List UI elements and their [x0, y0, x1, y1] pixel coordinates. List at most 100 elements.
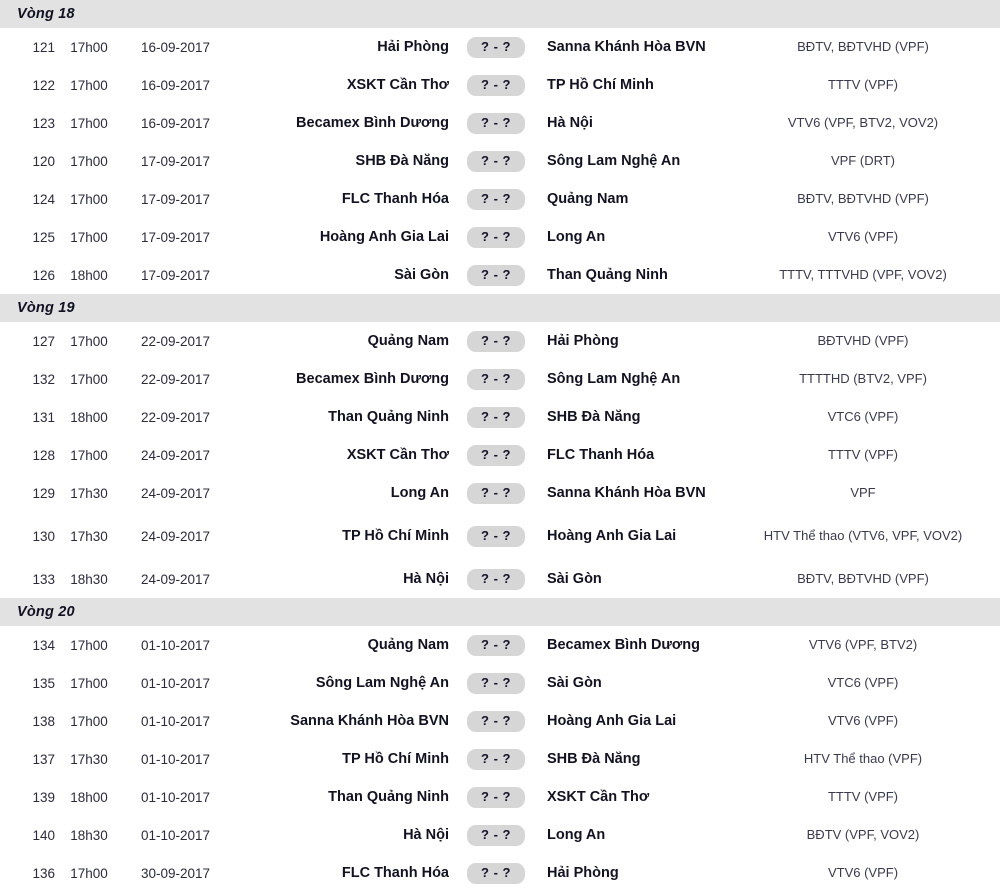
score-badge[interactable]: ? - ? — [467, 568, 525, 590]
home-team-name[interactable]: Than Quảng Ninh — [328, 409, 449, 425]
home-team-name[interactable]: Sài Gòn — [394, 267, 449, 283]
home-team-name[interactable]: Than Quảng Ninh — [328, 789, 449, 805]
home-team-name[interactable]: Becamex Bình Dương — [296, 115, 449, 131]
broadcast-channels: BĐTV, BĐTVHD (VPF) — [797, 571, 929, 586]
score-badge[interactable]: ? - ? — [467, 672, 525, 694]
away-team-name[interactable]: Hà Nội — [547, 115, 593, 131]
home-team-name[interactable]: Long An — [390, 485, 449, 501]
table-row[interactable]: 121 17h00 16-09-2017 Hải Phòng ? - ? Sanna Kh… — [0, 28, 1000, 66]
away-team-name[interactable]: Sông Lam Nghệ An — [547, 371, 681, 387]
away-team-name[interactable]: Quảng Nam — [547, 191, 629, 207]
score-badge[interactable]: ? - ? — [467, 525, 525, 547]
home-team-name[interactable]: Quảng Nam — [367, 333, 449, 349]
home-team-name[interactable]: SHB Đà Nẵng — [355, 153, 449, 169]
home-team-name[interactable]: Hoàng Anh Gia Lai — [319, 229, 449, 245]
home-team-name[interactable]: Hà Nội — [403, 571, 449, 587]
away-team-name[interactable]: FLC Thanh Hóa — [547, 447, 655, 463]
score-cell: ? - ? — [461, 150, 531, 172]
table-row[interactable]: 138 17h00 01-10-2017 Sanna Khánh Hòa BVN ? -… — [0, 702, 1000, 740]
table-row[interactable]: 131 18h00 22-09-2017 Than Quảng Ninh ? - ? SH… — [0, 398, 1000, 436]
table-row[interactable]: 120 17h00 17-09-2017 SHB Đà Nẵng ? - ? Sông L… — [0, 142, 1000, 180]
table-row[interactable]: 125 17h00 17-09-2017 Hoàng Anh Gia Lai ? - ?… — [0, 218, 1000, 256]
table-row[interactable]: 132 17h00 22-09-2017 Becamex Bình Dương ? - … — [0, 360, 1000, 398]
score-badge[interactable]: ? - ? — [467, 710, 525, 732]
match-id: 122 — [32, 77, 55, 93]
score-badge[interactable]: ? - ? — [467, 264, 525, 286]
table-row[interactable]: 123 17h00 16-09-2017 Becamex Bình Dương ? - … — [0, 104, 1000, 142]
away-team-name[interactable]: Sanna Khánh Hòa BVN — [547, 485, 706, 501]
table-row[interactable]: 128 17h00 24-09-2017 XSKT Cần Thơ ? - ? FLC T… — [0, 436, 1000, 474]
away-team-name[interactable]: Than Quảng Ninh — [547, 267, 668, 283]
broadcast-channels: TTTTHD (BTV2, VPF) — [799, 371, 927, 386]
table-row[interactable]: 124 17h00 17-09-2017 FLC Thanh Hóa ? - ? Quản… — [0, 180, 1000, 218]
match-time: 17h30 — [70, 751, 108, 767]
score-badge[interactable]: ? - ? — [467, 74, 525, 96]
away-team-name[interactable]: Hải Phòng — [547, 865, 619, 881]
score-badge[interactable]: ? - ? — [467, 226, 525, 248]
away-team-name[interactable]: SHB Đà Nẵng — [547, 409, 641, 425]
away-team-name[interactable]: Sanna Khánh Hòa BVN — [547, 39, 706, 55]
broadcast-channels: BĐTV (VPF, VOV2) — [806, 827, 920, 842]
score-badge[interactable]: ? - ? — [467, 150, 525, 172]
table-row[interactable]: 134 17h00 01-10-2017 Quảng Nam ? - ? Becamex … — [0, 626, 1000, 664]
match-date: 30-09-2017 — [140, 865, 211, 881]
away-team-name[interactable]: SHB Đà Nẵng — [547, 751, 641, 767]
table-row[interactable]: 136 17h00 30-09-2017 FLC Thanh Hóa ? - ? Hải … — [0, 854, 1000, 892]
table-row[interactable]: 130 17h30 24-09-2017 TP Hồ Chí Minh ? - ? Hoà… — [0, 512, 1000, 560]
table-row[interactable]: 139 18h00 01-10-2017 Than Quảng Ninh ? - ? XS… — [0, 778, 1000, 816]
score-badge[interactable]: ? - ? — [467, 482, 525, 504]
table-row[interactable]: 127 17h00 22-09-2017 Quảng Nam ? - ? Hải Phòn… — [0, 322, 1000, 360]
score-badge[interactable]: ? - ? — [467, 444, 525, 466]
match-time: 17h00 — [70, 865, 108, 881]
table-row[interactable]: 133 18h30 24-09-2017 Hà Nội ? - ? Sài Gòn BĐTV… — [0, 560, 1000, 598]
table-row[interactable]: 137 17h30 01-10-2017 TP Hồ Chí Minh ? - ? SHB… — [0, 740, 1000, 778]
away-team-name[interactable]: XSKT Cần Thơ — [547, 789, 650, 805]
home-team-name[interactable]: Sanna Khánh Hòa BVN — [290, 713, 449, 729]
away-team-name[interactable]: Sài Gòn — [547, 571, 602, 587]
broadcast-channels: BĐTV, BĐTVHD (VPF) — [797, 39, 929, 54]
match-time: 18h00 — [70, 409, 108, 425]
away-team-name[interactable]: Sông Lam Nghệ An — [547, 153, 681, 169]
score-badge[interactable]: ? - ? — [467, 748, 525, 770]
home-team-name[interactable]: Hải Phòng — [377, 39, 449, 55]
away-team-name[interactable]: Hoàng Anh Gia Lai — [547, 528, 677, 544]
home-team-name[interactable]: XSKT Cần Thơ — [346, 447, 449, 463]
table-row[interactable]: 126 18h00 17-09-2017 Sài Gòn ? - ? Than Quảng… — [0, 256, 1000, 294]
match-time: 18h00 — [70, 267, 108, 283]
away-team-name[interactable]: Becamex Bình Dương — [547, 637, 700, 653]
home-team-name[interactable]: XSKT Cần Thơ — [346, 77, 449, 93]
score-cell: ? - ? — [461, 824, 531, 846]
home-team-name[interactable]: TP Hồ Chí Minh — [342, 751, 449, 767]
away-team-name[interactable]: Hoàng Anh Gia Lai — [547, 713, 677, 729]
score-badge[interactable]: ? - ? — [467, 112, 525, 134]
score-badge[interactable]: ? - ? — [467, 862, 525, 884]
table-row[interactable]: 140 18h30 01-10-2017 Hà Nội ? - ? Long An BĐTV… — [0, 816, 1000, 854]
home-team-name[interactable]: Quảng Nam — [367, 637, 449, 653]
home-team-name[interactable]: FLC Thanh Hóa — [341, 191, 449, 207]
score-badge[interactable]: ? - ? — [467, 824, 525, 846]
away-team-name[interactable]: Sài Gòn — [547, 675, 602, 691]
home-team-name[interactable]: Becamex Bình Dương — [296, 371, 449, 387]
score-badge[interactable]: ? - ? — [467, 36, 525, 58]
away-team-name[interactable]: Long An — [547, 827, 606, 843]
away-team-name[interactable]: Long An — [547, 229, 606, 245]
away-team-name[interactable]: TP Hồ Chí Minh — [547, 77, 654, 93]
table-row[interactable]: 129 17h30 24-09-2017 Long An ? - ? Sanna Khán… — [0, 474, 1000, 512]
home-team-name[interactable]: FLC Thanh Hóa — [341, 865, 449, 881]
score-badge[interactable]: ? - ? — [467, 330, 525, 352]
score-badge[interactable]: ? - ? — [467, 786, 525, 808]
home-team-name[interactable]: TP Hồ Chí Minh — [342, 528, 449, 544]
score-cell: ? - ? — [461, 112, 531, 134]
score-badge[interactable]: ? - ? — [467, 188, 525, 210]
away-team-name[interactable]: Hải Phòng — [547, 333, 619, 349]
score-badge[interactable]: ? - ? — [467, 368, 525, 390]
score-cell: ? - ? — [461, 406, 531, 428]
home-team-name[interactable]: Hà Nội — [403, 827, 449, 843]
table-row[interactable]: 135 17h00 01-10-2017 Sông Lam Nghệ An ? - ? S… — [0, 664, 1000, 702]
score-badge[interactable]: ? - ? — [467, 406, 525, 428]
match-date: 16-09-2017 — [140, 115, 211, 131]
home-team-name[interactable]: Sông Lam Nghệ An — [315, 675, 449, 691]
table-row[interactable]: 122 17h00 16-09-2017 XSKT Cần Thơ ? - ? TP Hồ… — [0, 66, 1000, 104]
match-date: 01-10-2017 — [140, 789, 211, 805]
score-badge[interactable]: ? - ? — [467, 634, 525, 656]
